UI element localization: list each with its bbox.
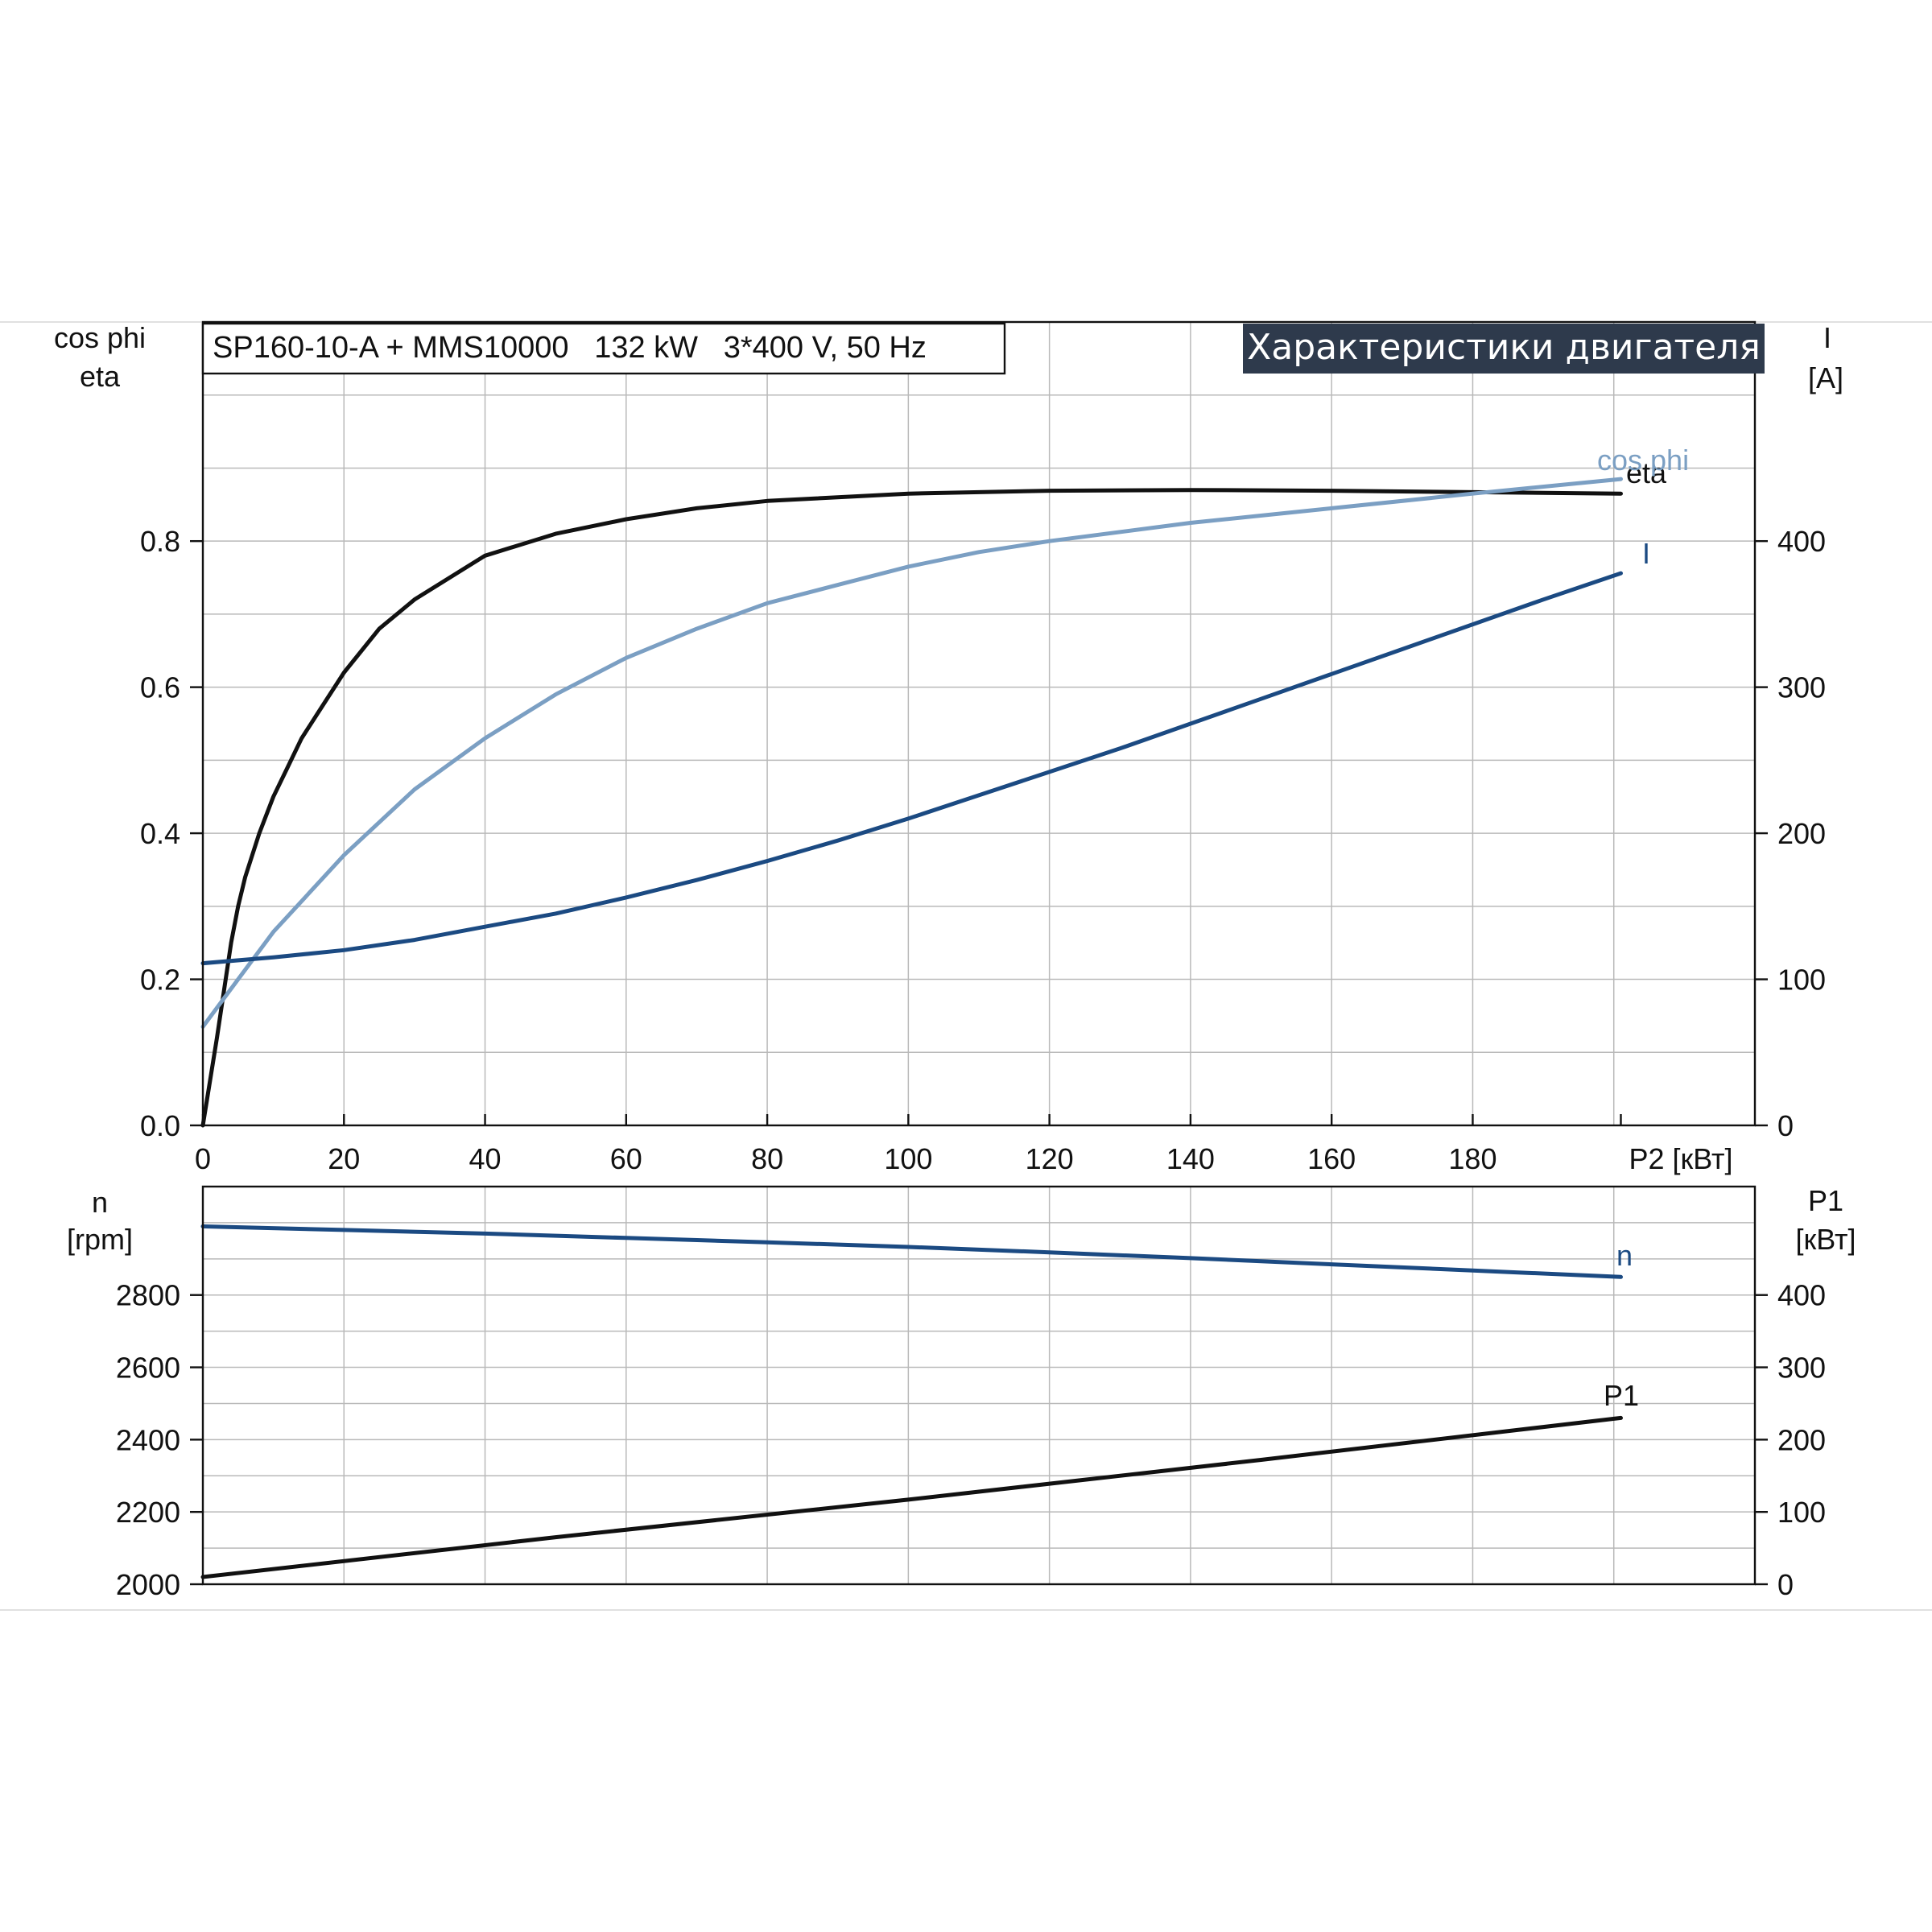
top-y-right-tick-label: 400 bbox=[1777, 525, 1826, 558]
y-right-unit-p1: [кВт] bbox=[1795, 1223, 1856, 1256]
top-y-right-tick-label: 100 bbox=[1777, 964, 1826, 997]
bottom-y-left-tick-label: 2600 bbox=[116, 1352, 180, 1385]
model-info-text: SP160-10-A + MMS10000 132 kW 3*400 V, 50… bbox=[213, 331, 927, 365]
bottom-y-left-tick-label: 2400 bbox=[116, 1423, 180, 1456]
y-left-label-cos-phi: cos phi bbox=[54, 321, 146, 354]
bottom-panel-ticks: 2000 2200 2400 2600 2800 0 100 200 300 400 bbox=[116, 1279, 1826, 1601]
y-left-label-speed: n bbox=[92, 1186, 108, 1219]
bottom-panel-grid bbox=[203, 1187, 1755, 1584]
y-right-label-p1: P1 bbox=[1808, 1184, 1843, 1217]
top-y-left-tick-label: 0.6 bbox=[140, 671, 180, 704]
bottom-y-left-tick-label: 2800 bbox=[116, 1279, 180, 1312]
top-series-label-i: I bbox=[1642, 537, 1650, 570]
top-series-label-cos-phi: cos phi bbox=[1597, 444, 1689, 477]
top-x-tick-label: 60 bbox=[610, 1142, 642, 1175]
y-left-unit-speed: [rpm] bbox=[67, 1223, 133, 1256]
top-x-tick-label: 140 bbox=[1166, 1142, 1215, 1175]
y-left-label-eta: eta bbox=[80, 360, 121, 393]
top-y-left-tick-label: 0.2 bbox=[140, 964, 180, 997]
top-series-label-eta: eta bbox=[1626, 456, 1667, 489]
bottom-series-n bbox=[200, 1224, 1623, 1279]
top-y-right-tick-label: 300 bbox=[1777, 671, 1826, 704]
bottom-y-right-tick-label: 100 bbox=[1777, 1496, 1826, 1529]
top-x-tick-label: 100 bbox=[884, 1142, 932, 1175]
top-x-tick-label: 80 bbox=[751, 1142, 783, 1175]
y-right-label-current: I bbox=[1823, 321, 1831, 354]
bottom-series-p1 bbox=[200, 1415, 1623, 1579]
top-series-eta bbox=[200, 488, 1623, 1128]
top-y-right-tick-label: 200 bbox=[1777, 817, 1826, 850]
bottom-y-right-tick-label: 0 bbox=[1777, 1568, 1794, 1601]
bottom-series-label-n: n bbox=[1616, 1239, 1633, 1272]
chart-title: Характеристики двигателя bbox=[1247, 327, 1761, 368]
bottom-panel-curves: n P1 bbox=[200, 1224, 1639, 1579]
bottom-panel-frame bbox=[201, 1185, 1757, 1586]
bottom-y-left-tick-label: 2200 bbox=[116, 1496, 180, 1529]
y-right-unit-current: [A] bbox=[1808, 361, 1843, 394]
top-x-tick-label: 160 bbox=[1307, 1142, 1356, 1175]
top-y-left-tick-label: 0.0 bbox=[140, 1109, 180, 1142]
bottom-y-right-tick-label: 200 bbox=[1777, 1423, 1826, 1456]
model-info-box bbox=[201, 322, 1006, 375]
bottom-series-label-p1: P1 bbox=[1604, 1379, 1639, 1412]
top-y-left-tick-label: 0.8 bbox=[140, 525, 180, 558]
top-panel-grid bbox=[203, 322, 1755, 1125]
top-panel-ticks: 0.0 0.2 0.4 0.6 0.8 0 100 200 300 400 0 20 40 60 80 100… bbox=[140, 525, 1826, 1175]
top-x-tick-label: 180 bbox=[1448, 1142, 1496, 1175]
top-series-cos-phi bbox=[200, 477, 1623, 1029]
bottom-y-right-tick-label: 300 bbox=[1777, 1352, 1826, 1385]
x-axis-label: P2 [кВт] bbox=[1629, 1142, 1732, 1175]
bottom-y-right-tick-label: 400 bbox=[1777, 1279, 1826, 1312]
top-x-tick-label: 40 bbox=[469, 1142, 502, 1175]
top-x-tick-label: 120 bbox=[1026, 1142, 1074, 1175]
top-y-left-tick-label: 0.4 bbox=[140, 817, 180, 850]
top-series-i bbox=[200, 571, 1623, 966]
top-panel-frame bbox=[201, 320, 1757, 1127]
bottom-y-left-tick-label: 2000 bbox=[116, 1568, 180, 1601]
top-y-right-tick-label: 0 bbox=[1777, 1109, 1794, 1142]
chart-title-box bbox=[1243, 324, 1765, 374]
top-x-tick-label: 20 bbox=[328, 1142, 360, 1175]
top-x-tick-label: 0 bbox=[195, 1142, 211, 1175]
